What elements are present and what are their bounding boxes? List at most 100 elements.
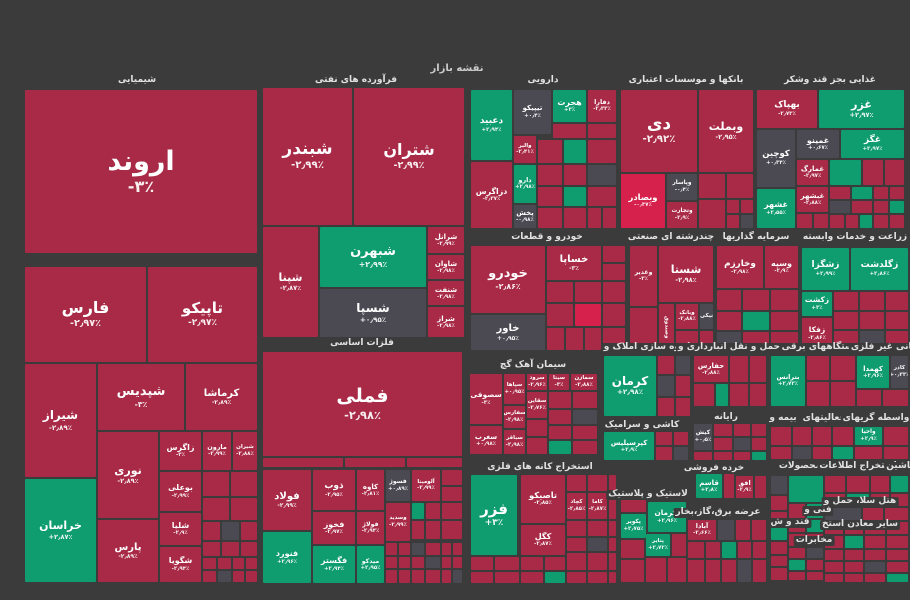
stock-tile[interactable]	[567, 475, 586, 491]
stock-tile-نیکی[interactable]: نیکی	[700, 304, 713, 329]
stock-tile[interactable]	[771, 447, 791, 459]
stock-tile-وبملت[interactable]: وبملت -۲٫۹۵٪	[699, 90, 753, 172]
stock-tile[interactable]	[890, 215, 904, 228]
stock-tile[interactable]	[547, 328, 564, 350]
stock-tile-شبهرن[interactable]: شبهرن +۲٫۹۹٪	[320, 227, 426, 287]
stock-tile[interactable]	[694, 452, 712, 460]
stock-tile[interactable]	[884, 447, 908, 459]
stock-tile-تیپیکو[interactable]: تیپیکو +۰٫۴٪	[514, 90, 551, 134]
stock-tile[interactable]	[860, 215, 872, 228]
stock-tile[interactable]	[845, 550, 863, 560]
stock-tile-زاگرس[interactable]: زاگرس -۳٪	[160, 432, 201, 470]
stock-tile-کگل[interactable]: کگل -۲٫۸۷٪	[521, 525, 565, 555]
stock-tile[interactable]	[345, 458, 405, 467]
stock-tile[interactable]	[706, 560, 720, 582]
stock-tile[interactable]	[753, 542, 766, 558]
stock-tile[interactable]	[884, 427, 908, 445]
stock-tile[interactable]	[753, 560, 766, 582]
stock-tile-کاذر[interactable]: کاذر+۰٫۳۳٪	[891, 356, 908, 388]
stock-tile[interactable]	[231, 472, 257, 496]
stock-tile[interactable]	[865, 562, 885, 572]
stock-tile[interactable]	[833, 447, 853, 459]
stock-tile[interactable]	[658, 356, 674, 374]
stock-tile[interactable]	[588, 572, 607, 583]
stock-tile[interactable]	[857, 390, 881, 406]
stock-tile-بترانس[interactable]: بترانس +۲٫۷۳٪	[771, 356, 805, 406]
stock-tile[interactable]	[825, 508, 861, 520]
stock-tile[interactable]	[860, 292, 884, 310]
stock-tile[interactable]	[564, 140, 586, 163]
stock-tile[interactable]	[738, 560, 751, 582]
stock-tile[interactable]	[771, 556, 787, 566]
stock-tile[interactable]	[752, 438, 766, 450]
stock-tile-کهمدا[interactable]: کهمدا +۲٫۹۶٪	[857, 356, 889, 388]
stock-tile[interactable]	[730, 384, 748, 406]
stock-tile[interactable]	[755, 476, 766, 498]
stock-tile[interactable]	[575, 282, 601, 302]
stock-tile[interactable]	[609, 521, 616, 536]
stock-tile-نوری[interactable]: نوری -۲٫۸۹٪	[98, 432, 158, 518]
stock-tile[interactable]	[741, 215, 753, 228]
stock-tile[interactable]	[699, 200, 725, 228]
stock-tile[interactable]	[573, 426, 597, 439]
stock-tile[interactable]	[852, 187, 872, 199]
stock-tile[interactable]	[752, 452, 766, 460]
stock-tile[interactable]	[547, 304, 573, 326]
stock-tile[interactable]	[573, 410, 597, 424]
stock-tile[interactable]	[845, 574, 863, 582]
stock-tile[interactable]	[834, 312, 858, 329]
stock-tile[interactable]	[724, 474, 734, 498]
stock-tile-حفارس[interactable]: حفارس -۲٫۸۸٪	[694, 356, 728, 382]
stock-tile[interactable]	[453, 543, 462, 555]
stock-tile[interactable]	[727, 215, 739, 228]
stock-tile[interactable]	[807, 356, 829, 380]
stock-tile[interactable]	[621, 500, 646, 512]
stock-tile[interactable]	[412, 503, 424, 519]
stock-tile[interactable]	[714, 424, 732, 436]
stock-tile[interactable]	[734, 424, 750, 436]
stock-tile-تاصیکو[interactable]: تاصیکو -۲٫۸۵٪	[521, 475, 565, 523]
stock-tile-فولاد[interactable]: فولاد -۲٫۹۹٪	[263, 470, 311, 530]
stock-tile[interactable]	[807, 382, 829, 406]
stock-tile[interactable]	[883, 390, 908, 406]
stock-tile[interactable]	[564, 165, 586, 185]
stock-tile-دعبید[interactable]: دعبید +۲٫۹۴٪	[471, 90, 512, 160]
stock-tile[interactable]	[752, 424, 766, 436]
stock-tile[interactable]	[855, 447, 882, 459]
stock-tile-وتجارت[interactable]: وتجارت -۲٫۹٪	[667, 202, 697, 228]
stock-tile[interactable]	[471, 572, 493, 583]
stock-tile-دارو[interactable]: دارو +۲٫۹۸٪	[514, 165, 536, 203]
stock-tile-فارس[interactable]: فارس -۲٫۹۷٪	[25, 267, 146, 362]
stock-tile[interactable]	[734, 438, 750, 450]
stock-tile[interactable]	[222, 542, 239, 556]
stock-tile-سرود[interactable]: سرود -۲٫۹۶٪	[527, 374, 547, 390]
stock-tile[interactable]	[676, 376, 690, 396]
stock-tile[interactable]	[386, 543, 397, 555]
stock-tile[interactable]	[471, 557, 493, 570]
stock-tile[interactable]	[621, 560, 644, 582]
stock-tile[interactable]	[891, 476, 908, 492]
stock-tile[interactable]	[752, 520, 766, 540]
stock-tile[interactable]	[743, 290, 769, 310]
stock-tile[interactable]	[646, 558, 666, 582]
stock-tile[interactable]	[231, 498, 257, 520]
stock-tile[interactable]	[603, 282, 625, 302]
stock-tile[interactable]	[588, 538, 607, 551]
stock-tile[interactable]	[547, 282, 573, 302]
stock-tile[interactable]	[573, 441, 597, 454]
stock-tile[interactable]	[865, 536, 885, 548]
stock-tile[interactable]	[771, 528, 787, 540]
stock-tile-شگویا[interactable]: شگویا -۲٫۹۴٪	[160, 547, 201, 582]
stock-tile[interactable]	[845, 536, 863, 548]
stock-tile[interactable]	[738, 542, 751, 558]
stock-tile[interactable]	[789, 476, 823, 502]
stock-tile[interactable]	[886, 312, 908, 329]
stock-tile[interactable]	[263, 458, 343, 467]
stock-tile-پارس[interactable]: پارس -۲٫۸۹٪	[98, 520, 158, 582]
stock-tile-واحیا[interactable]: واحیا +۲٫۹٪	[855, 427, 882, 445]
stock-tile[interactable]	[453, 570, 462, 583]
stock-tile[interactable]	[658, 398, 674, 416]
stock-tile-پکویر[interactable]: پکویر +۲٫۷۵٪	[621, 514, 646, 538]
stock-tile-فملی[interactable]: فملی -۲٫۹۸٪	[263, 352, 462, 456]
stock-tile-پتایر[interactable]: پتایر +۲٫۷۲٪	[646, 534, 670, 556]
